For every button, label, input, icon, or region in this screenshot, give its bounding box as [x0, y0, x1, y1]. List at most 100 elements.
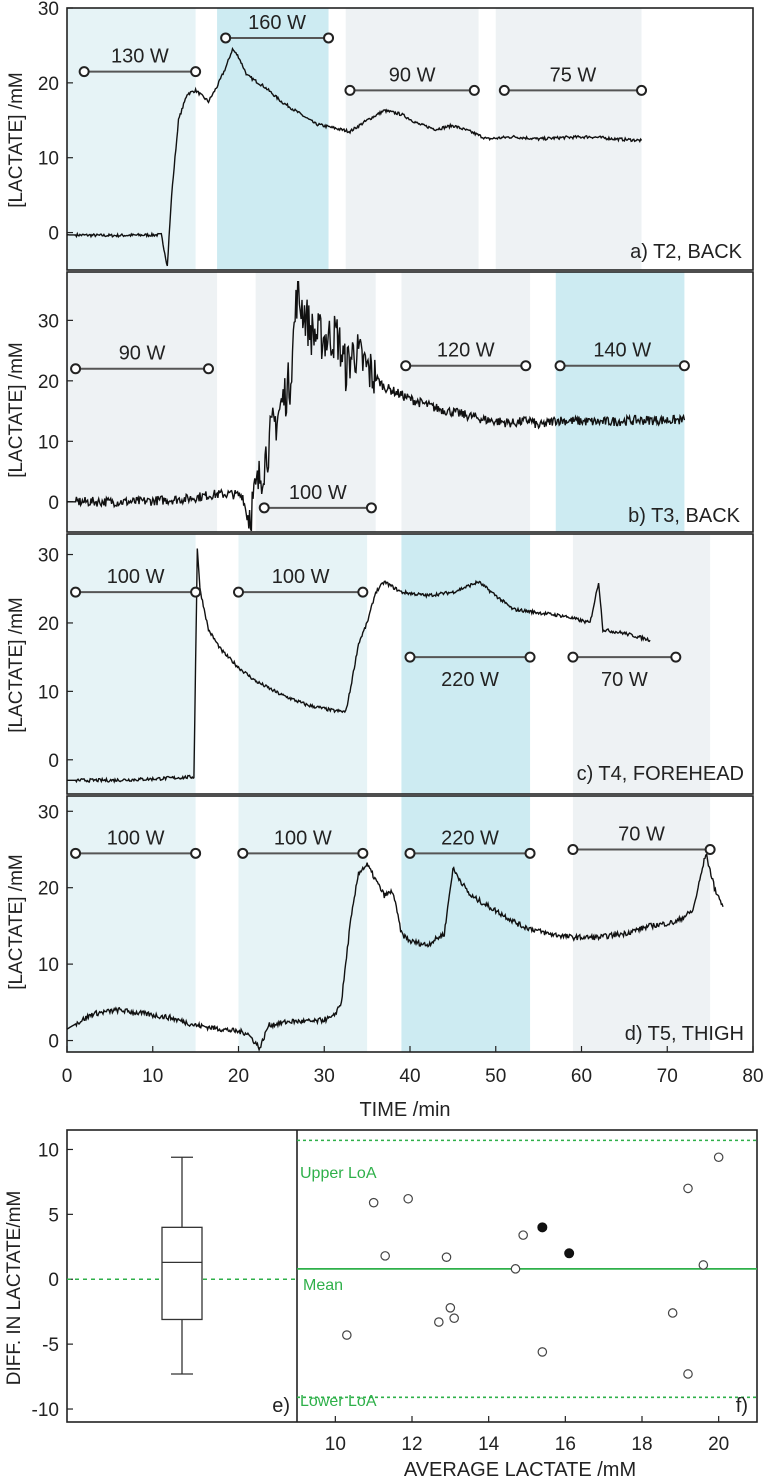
power-start-c-2 [404, 651, 416, 663]
exercise-bands [67, 8, 711, 1052]
power-label-b-3: 140 W [593, 340, 651, 362]
frame-c [66, 533, 754, 795]
ytick-label-d-20: 20 [38, 879, 59, 900]
power-label-d-0: 100 W [107, 827, 165, 849]
power-label-c-3: 70 W [601, 669, 648, 691]
power-end-b-1 [365, 502, 377, 514]
power-end-d-1 [357, 847, 369, 859]
point-filled-0 [537, 1222, 548, 1233]
point-open-6 [445, 1302, 456, 1313]
frame-b [66, 271, 754, 533]
power-label-c-1: 100 W [272, 566, 330, 588]
trace-c [67, 548, 651, 784]
point-filled-1 [564, 1248, 575, 1259]
power-label-d-2: 220 W [441, 827, 499, 849]
power-end-c-2 [524, 651, 536, 663]
chart-marks: 130 W 160 W 90 W 75 W 90 W 100 W 120 W 140 W 100… [67, 12, 757, 1399]
upper-loa-label: Upper LoA [300, 1165, 377, 1182]
point-open-3 [403, 1193, 413, 1204]
point-open-12 [683, 1183, 693, 1194]
power-label-d-1: 100 W [274, 827, 332, 849]
power-start-c-3 [567, 651, 579, 663]
power-label-a-1: 160 W [248, 12, 306, 34]
xtick-label-10: 10 [142, 1066, 163, 1087]
trace-d [66, 852, 724, 1052]
y-axis-label-c: [LACTATE] /mM [6, 597, 27, 732]
band-c-3 [572, 534, 711, 794]
mean-label: Mean [303, 1277, 343, 1294]
power-end-c-3 [670, 651, 682, 663]
ytick-label-c-30: 30 [38, 546, 59, 567]
panel-d-label: d) T5, THIGH [625, 1023, 744, 1045]
ytick-label-e-0: 0 [48, 1270, 59, 1291]
ytick-label-e-5: 5 [48, 1205, 59, 1226]
xtick-label-f-14: 14 [478, 1434, 500, 1455]
power-end-d-0 [190, 847, 202, 859]
power-start-d-3 [567, 843, 579, 855]
xtick-label-40: 40 [399, 1066, 420, 1087]
power-label-c-2: 220 W [441, 669, 499, 691]
power-start-d-1 [237, 847, 249, 859]
ytick-label-c-10: 10 [38, 682, 59, 703]
xtick-label-20: 20 [228, 1066, 249, 1087]
ytick-label-b-10: 10 [38, 432, 59, 453]
point-open-4 [434, 1317, 444, 1327]
xtick-label-0: 0 [62, 1066, 73, 1087]
power-start-a-0 [78, 66, 90, 78]
band-b-0 [67, 272, 218, 532]
average-axis-label: AVERAGE LACTATE /mM [404, 1459, 636, 1480]
y-axis-label-b: [LACTATE] /mM [6, 342, 27, 477]
point-open-5 [441, 1252, 452, 1262]
band-a-0 [67, 8, 196, 270]
power-start-d-2 [404, 847, 416, 859]
band-c-1 [238, 534, 368, 794]
xtick-label-50: 50 [485, 1066, 506, 1087]
band-a-1 [217, 8, 329, 270]
ytick-label-a-10: 10 [38, 149, 59, 170]
band-c-2 [401, 534, 531, 794]
point-open-2 [380, 1251, 390, 1261]
ytick-label-d-30: 30 [38, 802, 59, 823]
power-start-a-3 [498, 84, 510, 96]
power-end-b-2 [520, 360, 532, 372]
power-end-b-0 [202, 363, 214, 375]
ytick-label-e--5: -5 [42, 1335, 59, 1356]
point-open-15 [713, 1152, 724, 1163]
lactate-traces [66, 46, 724, 1052]
power-end-d-2 [524, 847, 536, 859]
ytick-label-e-10: 10 [38, 1140, 59, 1161]
ytick-label-c-0: 0 [48, 751, 59, 772]
point-open-0 [342, 1330, 352, 1340]
point-open-9 [518, 1230, 528, 1240]
power-label-b-1: 100 W [289, 482, 347, 504]
power-start-a-1 [220, 32, 232, 44]
power-label-a-3: 75 W [550, 64, 597, 86]
band-d-3 [572, 796, 711, 1052]
ytick-label-a-30: 30 [38, 0, 59, 20]
point-open-7 [449, 1313, 459, 1323]
band-b-3 [555, 272, 685, 532]
point-open-1 [368, 1197, 379, 1208]
y-axis-label-d: [LACTATE] /mM [6, 854, 27, 989]
band-b-1 [255, 272, 376, 532]
frame-a [66, 7, 754, 271]
ytick-label-e--10: -10 [32, 1400, 59, 1421]
power-end-c-1 [357, 586, 369, 598]
ytick-label-b-0: 0 [48, 493, 59, 514]
power-end-b-3 [678, 360, 690, 372]
xtick-label-30: 30 [314, 1066, 335, 1087]
power-start-b-0 [70, 363, 82, 375]
band-b-2 [401, 272, 531, 532]
panel-a-label: a) T2, BACK [630, 241, 743, 263]
point-open-14 [698, 1260, 709, 1270]
power-start-c-0 [70, 586, 82, 598]
power-end-c-0 [190, 586, 202, 598]
power-start-b-3 [554, 360, 566, 372]
power-label-b-0: 90 W [119, 343, 166, 365]
ytick-label-b-20: 20 [38, 372, 59, 393]
power-label-b-2: 120 W [437, 340, 495, 362]
xtick-label-f-10: 10 [325, 1434, 346, 1455]
panel-c-label: c) T4, FOREHEAD [577, 763, 744, 785]
